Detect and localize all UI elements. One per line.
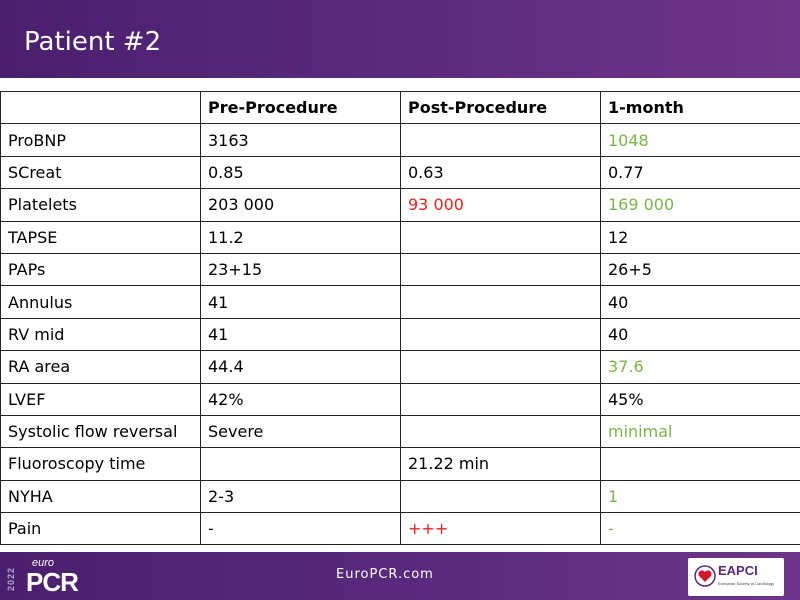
cell-pre-procedure: 42% <box>200 382 401 416</box>
cell-pre-procedure: 3163 <box>200 123 401 157</box>
cell-pre-procedure: 41 <box>200 285 401 319</box>
table-row: Pain - +++ - <box>0 512 800 546</box>
table-row: LVEF 42% 45% <box>0 382 800 416</box>
cell-post-procedure <box>400 252 601 287</box>
footer-url[interactable]: EuroPCR.com <box>336 567 434 582</box>
slide-title: Patient #2 <box>24 27 162 57</box>
header-pre-procedure: Pre-Procedure <box>200 90 401 125</box>
cell-pre-procedure: 2-3 <box>200 479 401 514</box>
cell-1-month: 45% <box>600 382 800 416</box>
logo-euro: euro <box>32 557 55 569</box>
cell-1-month: 37.6 <box>600 350 800 384</box>
cell-parameter: RV mid <box>0 317 201 352</box>
eapci-logo: EAPCI European Society of Cardiology <box>688 558 784 596</box>
cell-1-month: 169 000 <box>600 188 800 222</box>
table-row: ProBNP 3163 1048 <box>0 123 800 157</box>
cell-parameter: RA area <box>0 350 201 384</box>
cell-post-procedure: +++ <box>400 512 601 546</box>
cell-parameter: Annulus <box>0 285 201 319</box>
footer-bar: 2022 euro PCR EuroPCR.com EAPCI European… <box>0 552 800 600</box>
cell-1-month: minimal <box>600 414 800 449</box>
cell-post-procedure <box>400 350 601 384</box>
cell-post-procedure <box>400 220 601 254</box>
cell-pre-procedure: 44.4 <box>200 350 401 384</box>
patient-data-table: Pre-Procedure Post-Procedure 1-month Pro… <box>0 90 800 546</box>
cell-parameter: NYHA <box>0 479 201 514</box>
cell-pre-procedure: 11.2 <box>200 220 401 254</box>
cell-1-month: 0.77 <box>600 155 800 190</box>
table-header-row: Pre-Procedure Post-Procedure 1-month <box>0 90 800 125</box>
cell-1-month: - <box>600 512 800 546</box>
cell-pre-procedure: 203 000 <box>200 188 401 222</box>
cell-1-month: 26+5 <box>600 252 800 287</box>
cell-pre-procedure: 41 <box>200 317 401 352</box>
table-row: SCreat 0.85 0.63 0.77 <box>0 155 800 190</box>
table-row: PAPs 23+15 26+5 <box>0 252 800 287</box>
table-row: RA area 44.4 37.6 <box>0 350 800 384</box>
cell-parameter: Fluoroscopy time <box>0 447 201 481</box>
cell-post-procedure <box>400 317 601 352</box>
cell-parameter: PAPs <box>0 252 201 287</box>
header-corner <box>0 90 201 125</box>
heart-icon <box>694 565 716 587</box>
cell-parameter: Platelets <box>0 188 201 222</box>
title-bar: Patient #2 <box>0 0 800 78</box>
cell-pre-procedure: - <box>200 512 401 546</box>
cell-pre-procedure: 23+15 <box>200 252 401 287</box>
cell-parameter: Systolic flow reversal <box>0 414 201 449</box>
table-row: NYHA 2-3 1 <box>0 479 800 514</box>
cell-parameter: SCreat <box>0 155 201 190</box>
logo-year: 2022 <box>6 566 16 592</box>
cell-parameter: ProBNP <box>0 123 201 157</box>
cell-parameter: Pain <box>0 512 201 546</box>
cell-pre-procedure: Severe <box>200 414 401 449</box>
table-row: TAPSE 11.2 12 <box>0 220 800 254</box>
cell-post-procedure: 0.63 <box>400 155 601 190</box>
table-row: RV mid 41 40 <box>0 317 800 352</box>
partner-subtitle: European Society of Cardiology <box>718 581 775 586</box>
header-1-month: 1-month <box>600 90 800 125</box>
cell-1-month: 12 <box>600 220 800 254</box>
table-row: Fluoroscopy time 21.22 min <box>0 447 800 481</box>
cell-parameter: TAPSE <box>0 220 201 254</box>
cell-post-procedure: 93 000 <box>400 188 601 222</box>
cell-post-procedure <box>400 285 601 319</box>
header-post-procedure: Post-Procedure <box>400 90 601 125</box>
cell-post-procedure <box>400 382 601 416</box>
table-row: Systolic flow reversal Severe minimal <box>0 414 800 449</box>
cell-1-month: 1048 <box>600 123 800 157</box>
cell-pre-procedure <box>200 447 401 481</box>
cell-1-month: 40 <box>600 285 800 319</box>
europcr-logo: 2022 euro PCR <box>6 556 96 597</box>
table-row: Platelets 203 000 93 000 169 000 <box>0 188 800 222</box>
cell-post-procedure: 21.22 min <box>400 447 601 481</box>
cell-1-month: 40 <box>600 317 800 352</box>
cell-1-month: 1 <box>600 479 800 514</box>
partner-name: EAPCI <box>718 563 758 578</box>
cell-1-month <box>600 447 800 481</box>
table-row: Annulus 41 40 <box>0 285 800 319</box>
cell-post-procedure <box>400 414 601 449</box>
cell-parameter: LVEF <box>0 382 201 416</box>
cell-post-procedure <box>400 123 601 157</box>
cell-post-procedure <box>400 479 601 514</box>
cell-pre-procedure: 0.85 <box>200 155 401 190</box>
logo-pcr: PCR <box>26 567 79 597</box>
